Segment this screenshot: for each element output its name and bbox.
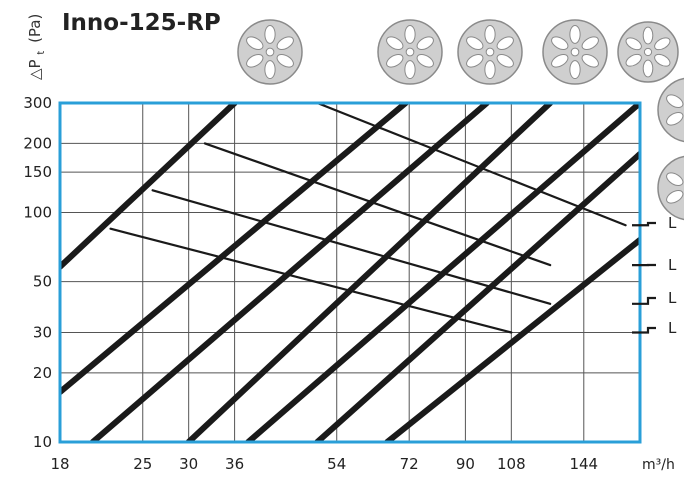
y-tick-label: 20 <box>33 364 52 382</box>
svg-text:△P t (Pa): △P t (Pa) <box>26 14 48 80</box>
curve-label-3: L <box>668 319 677 337</box>
resistance-curve-1 <box>60 103 409 396</box>
y-tick-labels: 10 20 30 50 100 150 200 300 <box>23 94 52 451</box>
y-tick-label: 300 <box>23 94 52 112</box>
sound-curve-8 <box>203 142 552 267</box>
x-tick-label: 72 <box>400 455 419 473</box>
curve-leader-2 <box>632 296 656 305</box>
x-tick-labels: 18 25 30 36 54 72 90 108 144 <box>50 455 598 473</box>
x-tick-label: 30 <box>179 455 198 473</box>
y-tick-label: 10 <box>33 433 52 451</box>
y-axis-label-subscript: t <box>36 51 47 55</box>
y-axis-label-unit: (Pa) <box>26 14 44 43</box>
sound-curve-9 <box>151 189 552 305</box>
y-tick-label: 150 <box>23 163 52 181</box>
fan-disc-icon <box>617 21 679 83</box>
sound-curve-7 <box>316 103 627 227</box>
curve-leader-3 <box>632 326 656 334</box>
fan-disc-icon <box>237 19 303 85</box>
y-axis-label-symbol: △P <box>26 59 44 80</box>
x-tick-label: 25 <box>133 455 152 473</box>
grid <box>59 102 640 443</box>
x-axis-unit: m³/h <box>642 457 675 473</box>
curves <box>60 103 640 442</box>
fan-disc-icon <box>542 19 608 85</box>
x-tick-label: 108 <box>497 455 526 473</box>
y-tick-label: 200 <box>23 134 52 152</box>
fan-disc-icon <box>457 19 523 85</box>
chart-title: Inno-125-RP <box>62 10 221 36</box>
fan-disc-icon <box>657 77 684 143</box>
y-tick-label: 30 <box>33 324 52 342</box>
curve-label-1: L <box>668 256 677 274</box>
y-tick-label: 100 <box>23 203 52 221</box>
curve-leader-0 <box>632 221 656 227</box>
curve-label-0: L <box>668 214 677 232</box>
plot-frame <box>58 101 642 444</box>
x-tick-label: 90 <box>456 455 475 473</box>
fan-disc-icon <box>657 155 684 221</box>
x-tick-label: 54 <box>327 455 346 473</box>
y-tick-label: 50 <box>33 273 52 291</box>
resistance-curve-0 <box>60 103 238 270</box>
resistance-curve-2 <box>89 103 490 442</box>
resistance-curve-3 <box>185 103 554 442</box>
curve-label-2: L <box>668 289 677 307</box>
fan-icons <box>237 19 684 221</box>
y-axis-label: △P t (Pa) <box>26 14 48 80</box>
sound-curve-10 <box>109 227 513 334</box>
fan-disc-icon <box>377 19 443 85</box>
x-tick-label: 18 <box>50 455 69 473</box>
x-tick-label: 36 <box>225 455 244 473</box>
x-tick-label: 144 <box>569 455 598 473</box>
resistance-curve-6 <box>384 236 640 442</box>
resistance-curve-5 <box>314 150 640 442</box>
